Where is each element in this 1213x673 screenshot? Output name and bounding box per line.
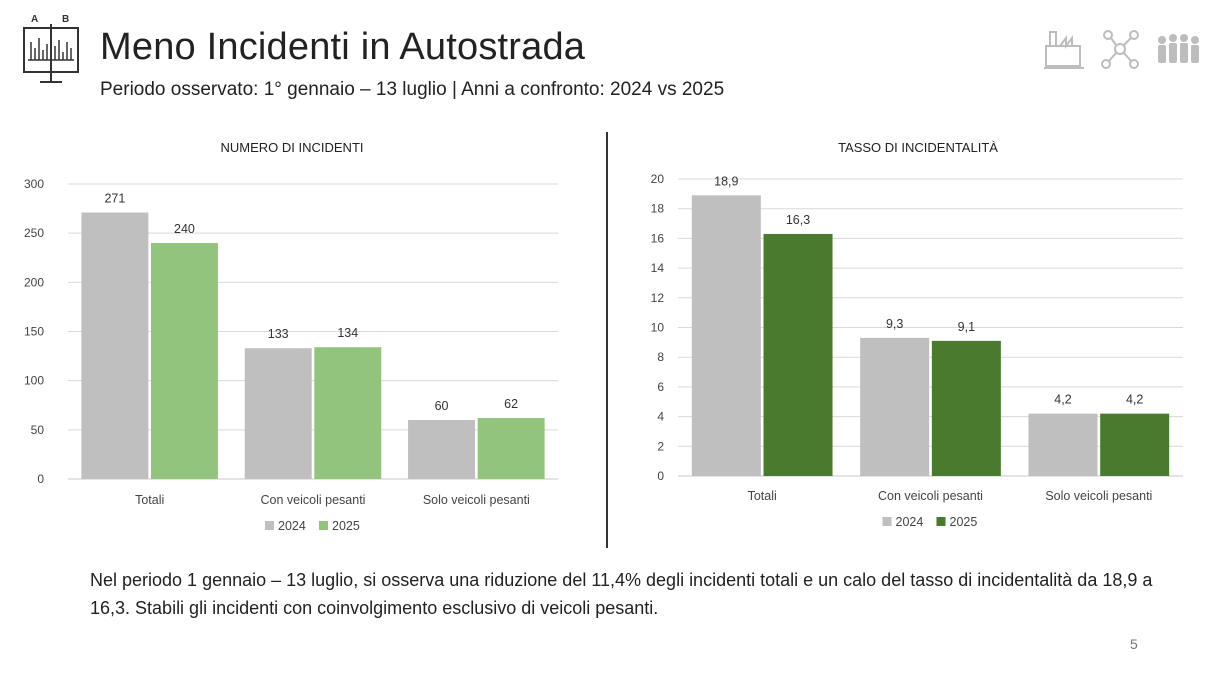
- bar-2024-0: [691, 195, 761, 476]
- people-icon: [1158, 34, 1199, 63]
- data-label: 18,9: [714, 174, 738, 188]
- y-tick-label: 4: [657, 410, 664, 424]
- y-tick-label: 14: [651, 261, 665, 275]
- legend-entry: 2024: [896, 515, 924, 529]
- legend-swatch: [319, 521, 328, 530]
- category-label: Con veicoli pesanti: [261, 493, 366, 507]
- data-label: 16,3: [786, 213, 810, 227]
- category-label: Totali: [748, 489, 777, 503]
- data-label: 4,2: [1054, 393, 1071, 407]
- bar-2025-1: [314, 347, 382, 479]
- legend-entry: 2025: [332, 519, 360, 533]
- data-label: 9,3: [886, 317, 903, 331]
- chart-title: NUMERO DI INCIDENTI: [221, 140, 364, 155]
- bar-2025-1: [931, 340, 1001, 476]
- y-tick-label: 16: [651, 231, 665, 245]
- chart-numero-incidenti: NUMERO DI INCIDENTI 0 50 100 150 200 250 300 271…: [10, 132, 600, 552]
- chart-tasso-incidentalita: TASSO DI INCIDENTALITÀ 0 2 4 6 8 10 12 14 16 18 20 1…: [620, 132, 1205, 552]
- y-tick-label: 150: [24, 325, 44, 339]
- bar-2024-1: [244, 348, 312, 479]
- y-tick-label: 250: [24, 226, 44, 240]
- chart-divider: [606, 132, 608, 548]
- legend-swatch: [882, 517, 892, 526]
- data-label: 60: [435, 399, 449, 413]
- data-label: 9,1: [958, 320, 975, 334]
- data-label: 62: [504, 397, 518, 411]
- data-label: 4,2: [1126, 393, 1143, 407]
- y-tick-label: 8: [657, 350, 664, 364]
- bar-2024-2: [1028, 413, 1098, 476]
- y-tick-label: 2: [657, 439, 664, 453]
- y-tick-label: 100: [24, 374, 44, 388]
- y-tick-label: 18: [651, 202, 665, 216]
- data-label: 271: [104, 192, 125, 206]
- y-tick-label: 0: [37, 472, 44, 486]
- y-tick-label: 50: [31, 423, 45, 437]
- category-label: Solo veicoli pesanti: [1045, 489, 1152, 503]
- chart-board-icon: A B: [23, 14, 79, 83]
- summary-note: Nel periodo 1 gennaio – 13 luglio, si os…: [90, 570, 1153, 618]
- network-icon: [1101, 30, 1139, 69]
- data-label: 134: [337, 326, 358, 340]
- legend-swatch: [265, 521, 274, 530]
- bar-2025-2: [1100, 413, 1170, 476]
- bar-2025-0: [763, 233, 833, 476]
- legend-swatch: [936, 517, 946, 526]
- category-label: Solo veicoli pesanti: [423, 493, 530, 507]
- bar-2024-2: [408, 420, 476, 479]
- y-tick-label: 12: [651, 291, 665, 305]
- y-tick-label: 300: [24, 177, 44, 191]
- factory-icon: [1044, 31, 1084, 69]
- top-icons: [1044, 30, 1199, 69]
- page-subtitle: Periodo osservato: 1° gennaio – 13 lugli…: [100, 79, 725, 100]
- chart-numero-incidenti-svg: NUMERO DI INCIDENTI 0 50 100 150 200 250 300 271…: [24, 140, 558, 533]
- y-tick-label: 200: [24, 275, 44, 289]
- chart-tasso-incidentalita-svg: TASSO DI INCIDENTALITÀ 0 2 4 6 8 10 12 14 16 18 20 1…: [651, 140, 1183, 529]
- chart-title: TASSO DI INCIDENTALITÀ: [838, 140, 998, 155]
- legend-entry: 2025: [950, 515, 978, 529]
- bar-2025-0: [150, 243, 218, 479]
- data-label: 133: [268, 327, 289, 341]
- bar-2024-1: [860, 337, 930, 476]
- category-label: Totali: [135, 493, 164, 507]
- page-number: 5: [1130, 636, 1138, 652]
- logo-letter-b: B: [62, 14, 69, 25]
- legend-entry: 2024: [278, 519, 306, 533]
- data-label: 240: [174, 222, 195, 236]
- y-tick-label: 6: [657, 380, 664, 394]
- bar-2024-0: [81, 212, 149, 479]
- y-tick-label: 20: [651, 172, 665, 186]
- category-label: Con veicoli pesanti: [878, 489, 983, 503]
- y-tick-label: 10: [651, 321, 665, 335]
- bar-2025-2: [477, 418, 545, 479]
- logo-letter-a: A: [31, 14, 38, 25]
- page-title: Meno Incidenti in Autostrada: [100, 26, 586, 68]
- y-tick-label: 0: [657, 469, 664, 483]
